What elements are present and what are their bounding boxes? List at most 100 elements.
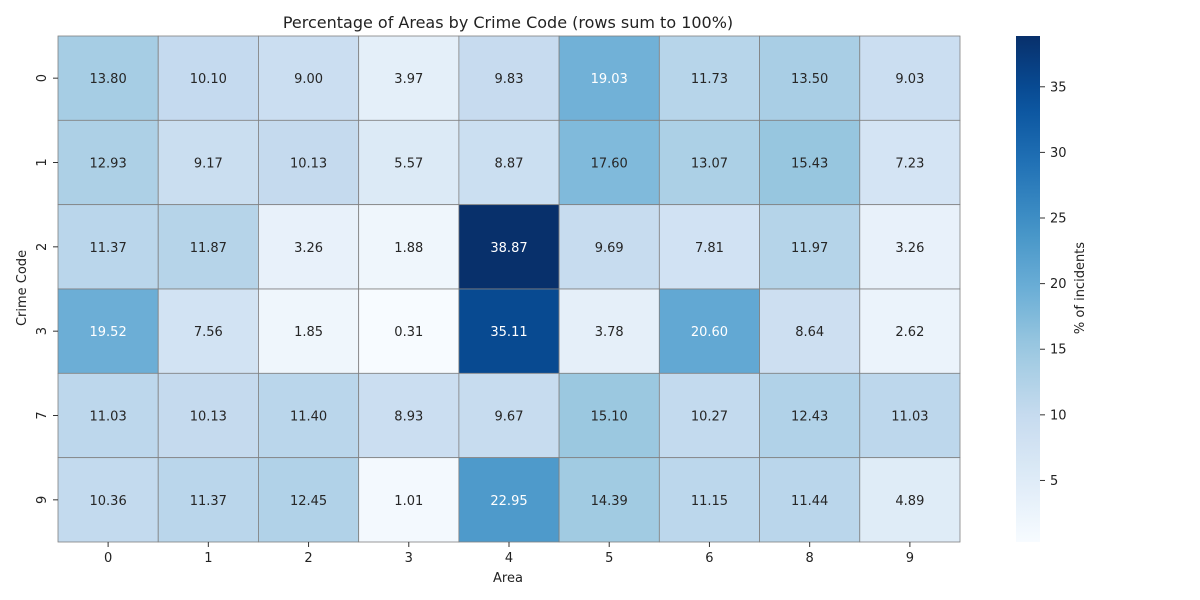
cell-value-label: 22.95 (490, 494, 527, 509)
cell-value-label: 20.60 (691, 325, 728, 340)
cell-value-label: 10.27 (691, 410, 728, 425)
heatmap-cell (558, 119, 660, 206)
colorbar-tick-label: 30 (1050, 146, 1067, 161)
cell-value-label: 14.39 (591, 494, 628, 509)
cell-value-label: 10.13 (290, 157, 327, 172)
heatmap-cell (458, 457, 560, 543)
heatmap-cell (57, 288, 159, 374)
heatmap-cell (658, 372, 760, 459)
x-tick-label: 1 (204, 551, 212, 566)
heatmap-cell (258, 35, 360, 121)
heatmap-cell (157, 204, 259, 290)
cell-value-label: 3.26 (294, 241, 323, 256)
heatmap-cell (658, 204, 760, 290)
heatmap-cell (57, 204, 159, 290)
cell-value-label: 19.52 (90, 325, 127, 340)
cell-value-label: 9.83 (495, 72, 524, 87)
cell-value-label: 9.00 (294, 72, 323, 87)
colorbar-gradient (1016, 36, 1040, 542)
heatmap-cells: 13.80 10.10 9.00 3.97 9.83 19.03 11.73 13.50 9.0… (57, 35, 961, 543)
heatmap-cell (157, 372, 259, 459)
heatmap-cell (57, 372, 159, 459)
x-tick-label: 6 (705, 551, 713, 566)
cell-value-label: 3.78 (595, 325, 624, 340)
cell-value-label: 9.69 (595, 241, 624, 256)
x-tick-label: 4 (505, 551, 513, 566)
heatmap-cell (859, 372, 961, 459)
cell-value-label: 12.93 (90, 157, 127, 172)
cell-value-label: 11.15 (691, 494, 728, 509)
cell-value-label: 13.07 (691, 157, 728, 172)
cell-value-label: 10.36 (90, 494, 127, 509)
x-tick-label: 3 (405, 551, 413, 566)
cell-value-label: 15.43 (791, 157, 828, 172)
cell-value-label: 1.85 (294, 325, 323, 340)
heatmap-cell (458, 119, 560, 206)
cell-value-label: 11.44 (791, 494, 828, 509)
x-axis: 0 1 2 3 4 5 6 8 9 (104, 542, 914, 566)
heatmap-cell (558, 35, 660, 121)
cell-value-label: 12.43 (791, 410, 828, 425)
cell-value-label: 9.17 (194, 157, 223, 172)
heatmap-cell (358, 457, 460, 543)
heatmap-cell (157, 35, 259, 121)
x-tick-label: 2 (304, 551, 312, 566)
cell-value-label: 3.26 (895, 241, 924, 256)
heatmap-cell (57, 457, 159, 543)
y-axis: 0 1 2 3 7 9 (35, 74, 58, 504)
cell-value-label: 10.13 (190, 410, 227, 425)
heatmap-cell (558, 372, 660, 459)
heatmap-cell (258, 119, 360, 206)
chart-title: Percentage of Areas by Crime Code (rows … (283, 13, 733, 32)
x-tick-label: 0 (104, 551, 112, 566)
heatmap-cell (358, 204, 460, 290)
heatmap-cell (658, 119, 760, 206)
cell-value-label: 3.97 (394, 72, 423, 87)
heatmap-cell (759, 288, 861, 374)
colorbar: 5 10 15 20 25 30 35 (1016, 36, 1067, 542)
cell-value-label: 1.88 (394, 241, 423, 256)
cell-value-label: 11.03 (90, 410, 127, 425)
y-tick-label: 0 (35, 74, 50, 82)
heatmap-cell (157, 457, 259, 543)
cell-value-label: 13.80 (90, 72, 127, 87)
cell-value-label: 5.57 (394, 157, 423, 172)
x-tick-label: 8 (806, 551, 814, 566)
y-tick-label: 7 (35, 411, 50, 419)
cell-value-label: 15.10 (591, 410, 628, 425)
cell-value-label: 35.11 (490, 325, 527, 340)
y-tick-label: 2 (35, 243, 50, 251)
y-axis-label: Crime Code (15, 250, 30, 326)
colorbar-tick-label: 10 (1050, 408, 1067, 423)
x-tick-label: 5 (605, 551, 613, 566)
cell-value-label: 2.62 (895, 325, 924, 340)
cell-value-label: 12.45 (290, 494, 327, 509)
cell-value-label: 11.73 (691, 72, 728, 87)
y-tick-label: 9 (35, 496, 50, 504)
x-tick-label: 9 (906, 551, 914, 566)
cell-value-label: 9.67 (495, 410, 524, 425)
heatmap-cell (458, 204, 560, 290)
cell-value-label: 11.40 (290, 410, 327, 425)
cell-value-label: 10.10 (190, 72, 227, 87)
heatmap-cell (759, 35, 861, 121)
cell-value-label: 11.97 (791, 241, 828, 256)
y-tick-label: 1 (35, 158, 50, 166)
y-tick-label: 3 (35, 327, 50, 335)
cell-value-label: 19.03 (591, 72, 628, 87)
heatmap-cell (258, 372, 360, 459)
heatmap-cell (759, 457, 861, 543)
cell-value-label: 8.64 (795, 325, 824, 340)
colorbar-tick-label: 25 (1050, 212, 1067, 227)
colorbar-tick-label: 5 (1050, 474, 1058, 489)
colorbar-tick-label: 20 (1050, 277, 1067, 292)
heatmap-cell (859, 119, 961, 206)
heatmap-cell (859, 288, 961, 374)
cell-value-label: 8.87 (495, 157, 524, 172)
heatmap-cell (358, 35, 460, 121)
cell-value-label: 0.31 (394, 325, 423, 340)
heatmap-cell (759, 119, 861, 206)
heatmap-cell (458, 35, 560, 121)
cell-value-label: 11.03 (891, 410, 928, 425)
